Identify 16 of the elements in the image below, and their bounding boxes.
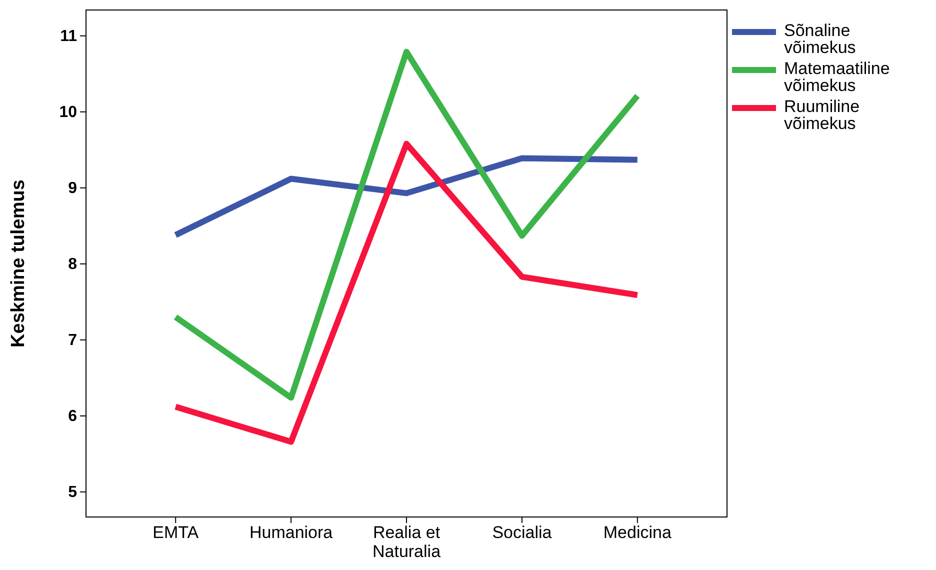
legend-label: Ruumiline võimekus [784, 97, 860, 133]
x-tick-label: Realia et Naturalia [372, 523, 442, 561]
x-tick-label: EMTA [152, 523, 200, 542]
y-tick-label: 7 [68, 332, 78, 350]
y-axis-title: Keskmine tulemus [8, 180, 29, 348]
x-tick-label: Medicina [603, 523, 672, 542]
y-tick-label: 6 [68, 408, 78, 426]
y-tick-label: 11 [60, 28, 78, 45]
legend-label: Matemaatiline võimekus [784, 59, 890, 95]
x-tick-label: Socialia [492, 523, 552, 542]
y-tick-label: 10 [59, 104, 78, 121]
legend-label: Sõnaline võimekus [784, 21, 856, 57]
y-tick-label: 9 [68, 180, 78, 197]
y-tick-label: 8 [68, 256, 78, 273]
y-tick-label: 5 [68, 484, 78, 502]
x-tick-label: Humaniora [249, 523, 334, 542]
